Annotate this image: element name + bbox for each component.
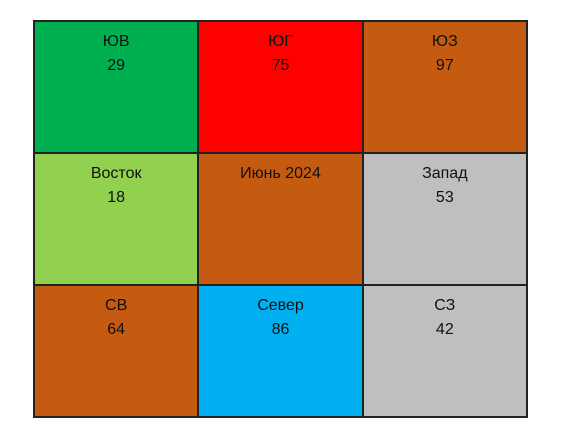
cell-value: 53 [435,189,454,206]
cell: Июнь 2024 [198,153,363,285]
cell: Восток 18 [34,153,199,285]
cell-label: СВ [105,297,128,314]
cell-value: 42 [435,321,454,338]
cell-value: 86 [271,321,290,338]
cell-label: Июнь 2024 [240,165,321,182]
direction-grid: ЮВ 29 ЮГ 75 ЮЗ 97 Восток 18 Июнь 2024 Запад 53 СВ 64… [33,20,528,418]
cell-label: ЮВ [102,33,130,50]
cell-label: ЮЗ [431,33,458,50]
cell-label: ЮГ [268,33,293,50]
cell-label: Запад [422,165,468,182]
cell-label: Восток [90,165,142,182]
cell: Запад 53 [362,153,527,285]
cell-label: Север [257,297,304,314]
cell-value: 75 [271,57,290,74]
cell: ЮВ 29 [34,21,199,153]
cell-label: СЗ [434,297,456,314]
cell-value: 64 [107,321,126,338]
cell: ЮЗ 97 [362,21,527,153]
cell-value: 18 [107,189,126,206]
cell-value: 97 [435,57,454,74]
cell: СВ 64 [34,285,199,417]
cell-value: 29 [107,57,126,74]
cell: Север 86 [198,285,363,417]
cell: СЗ 42 [362,285,527,417]
cell: ЮГ 75 [198,21,363,153]
